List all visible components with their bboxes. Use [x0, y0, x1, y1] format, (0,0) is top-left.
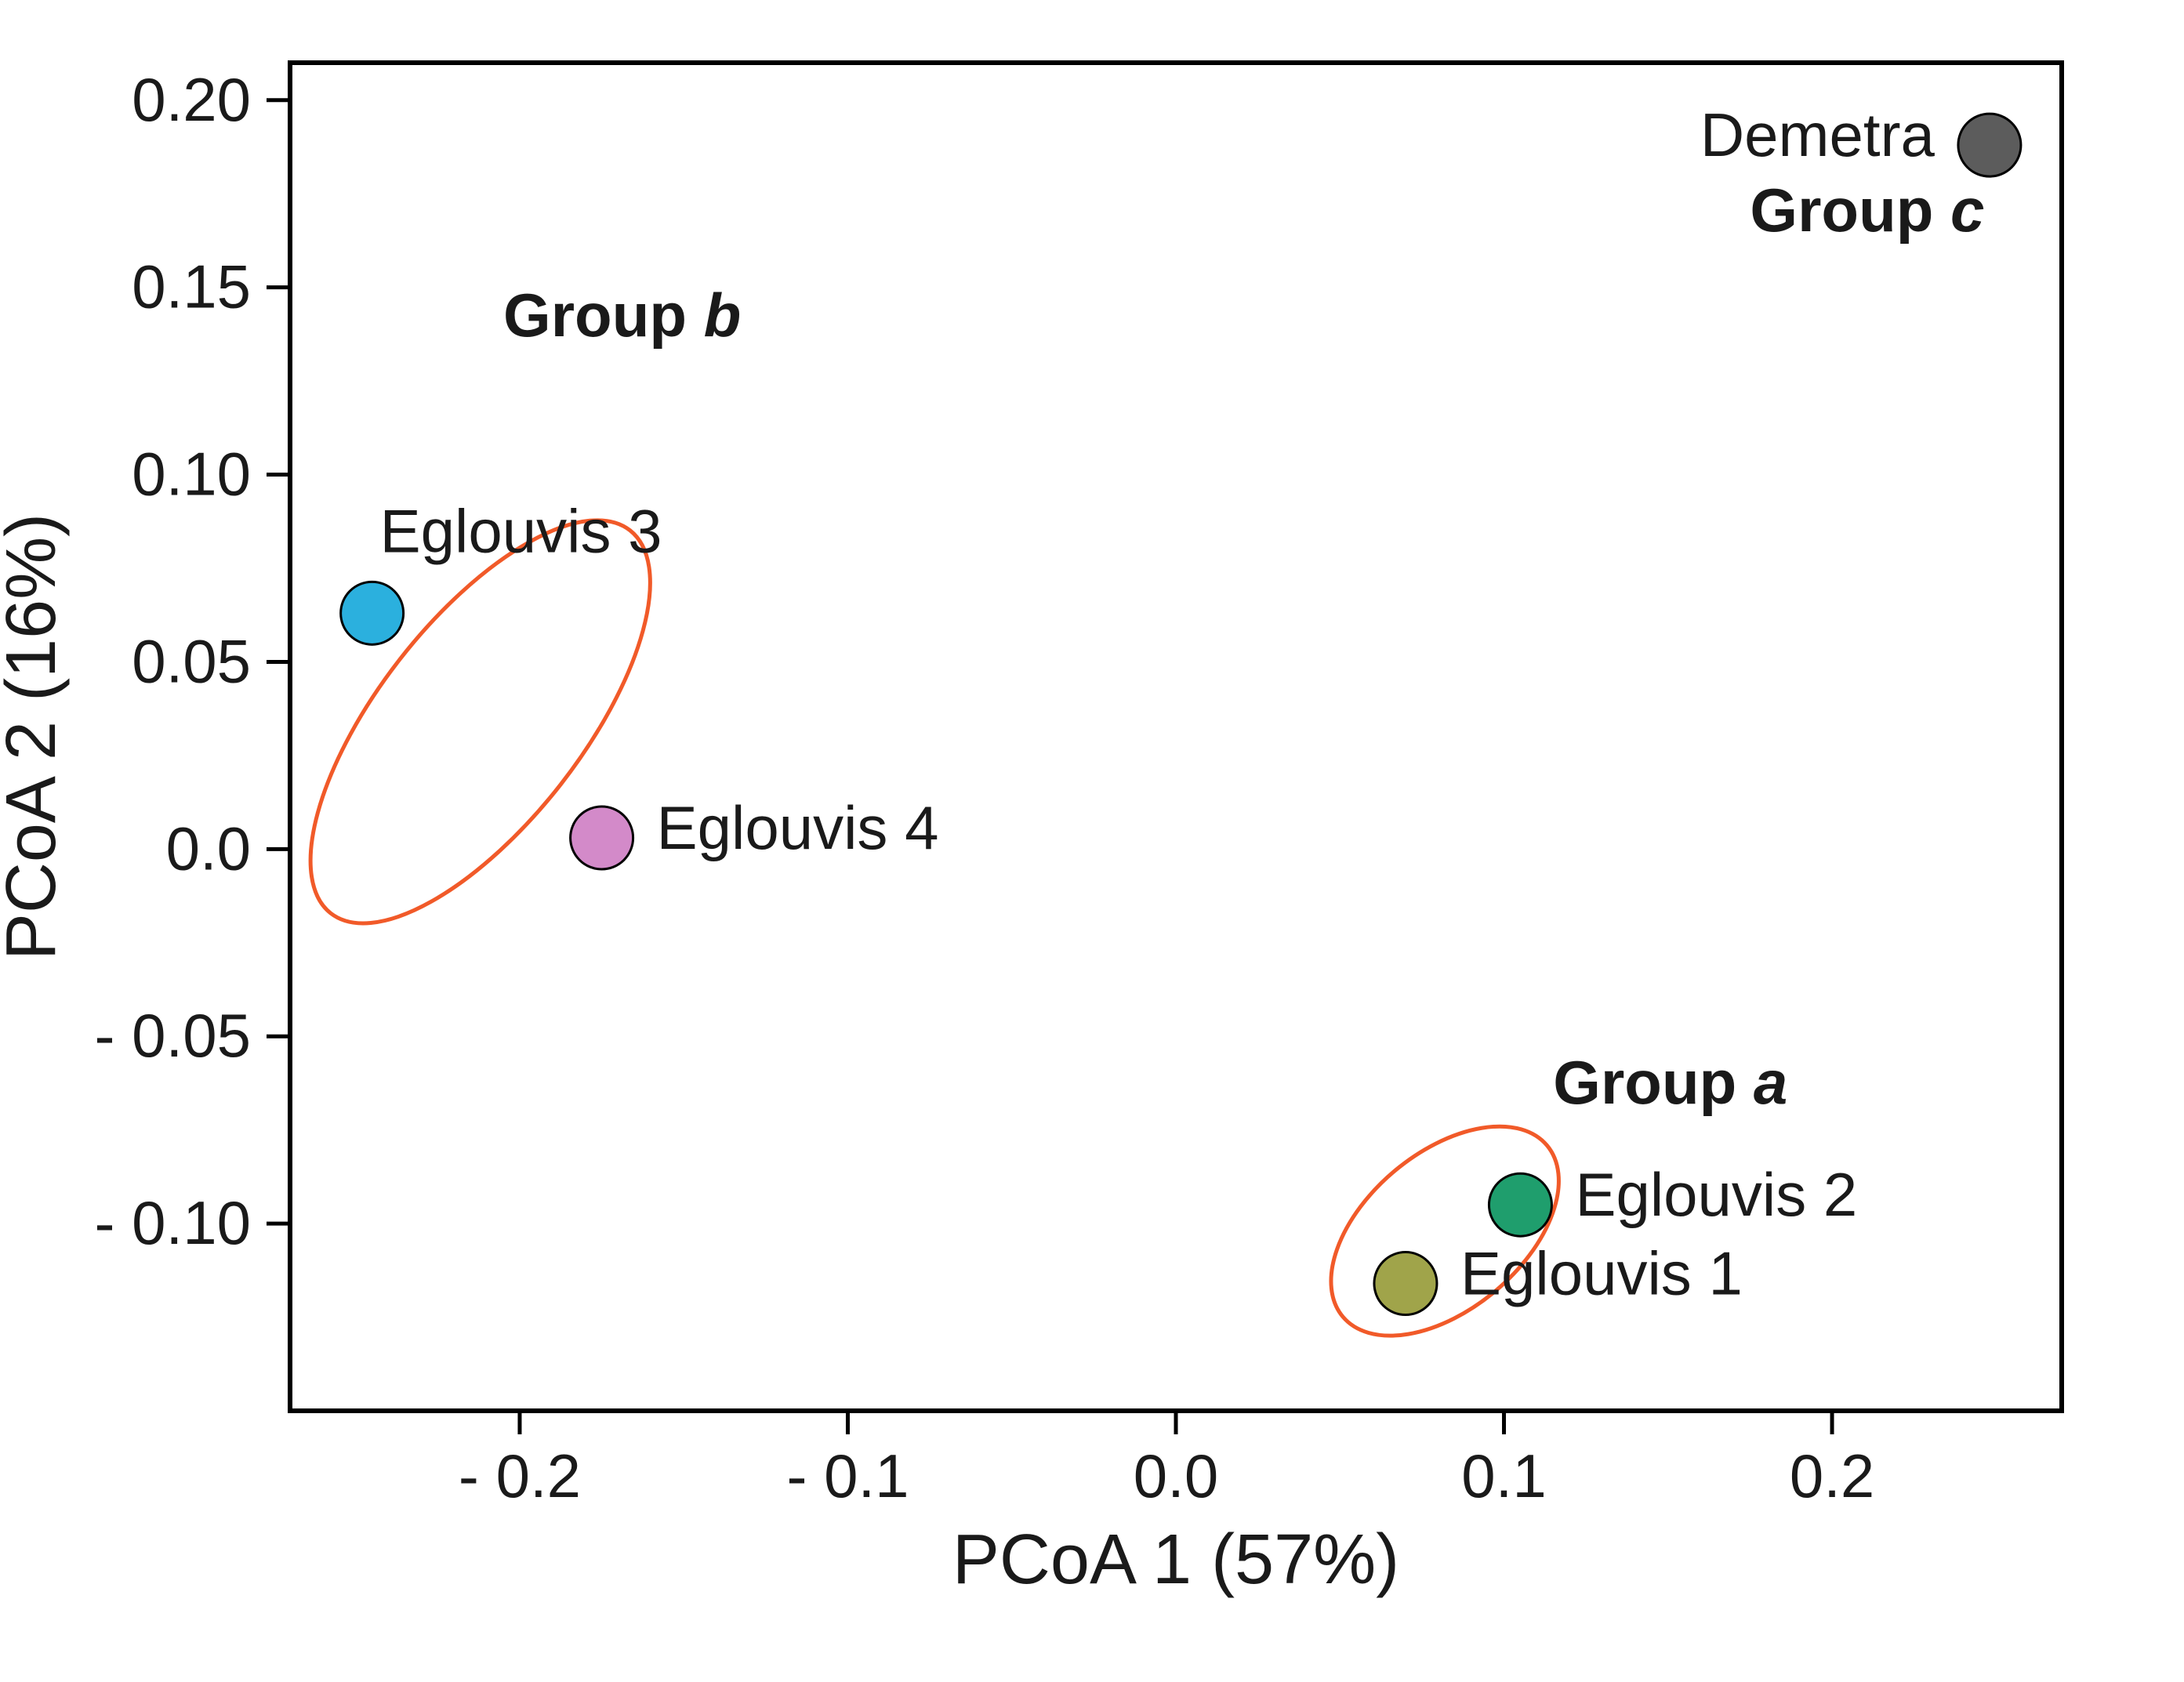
- x-tick-label: 0.2: [1790, 1441, 1874, 1510]
- chart-svg: - 0.2 - 0.1 0.0 0.1 0.2 - 0.10 - 0.05 0.0 0.05 0.…: [0, 0, 2184, 1682]
- group-label-group-b: Group b: [503, 281, 741, 350]
- point-eglouvis2: [1489, 1173, 1551, 1236]
- point-label-eglouvis2: Eglouvis 2: [1575, 1160, 1857, 1229]
- x-tick-label: 0.0: [1134, 1441, 1218, 1510]
- group-label-group-c: Group c: [1750, 176, 1984, 245]
- point-label-demetra: Demetra: [1700, 100, 1935, 169]
- x-tick-label: 0.1: [1461, 1441, 1546, 1510]
- y-tick-label: 0.15: [132, 252, 251, 321]
- point-eglouvis1: [1374, 1252, 1437, 1315]
- y-tick-label: 0.10: [132, 440, 251, 509]
- x-axis-title: PCoA 1 (57%): [952, 1521, 1399, 1599]
- x-tick-label: - 0.1: [786, 1441, 909, 1510]
- group-label-group-a: Group a: [1553, 1048, 1787, 1117]
- pcoa-scatter-chart: - 0.2 - 0.1 0.0 0.1 0.2 - 0.10 - 0.05 0.0 0.05 0.…: [0, 0, 2184, 1682]
- y-tick-label: 0.0: [166, 814, 251, 883]
- y-tick-label: - 0.05: [95, 1001, 251, 1070]
- point-eglouvis4: [571, 807, 633, 869]
- x-tick-label: - 0.2: [459, 1441, 581, 1510]
- point-label-eglouvis4: Eglouvis 4: [657, 793, 939, 862]
- y-tick-label: - 0.10: [95, 1188, 251, 1257]
- group-ellipse-group-a: [1293, 1086, 1598, 1377]
- y-axis-title: PCoA 2 (16%): [0, 513, 71, 960]
- point-demetra: [1958, 114, 2021, 176]
- point-label-eglouvis1: Eglouvis 1: [1460, 1239, 1743, 1308]
- y-tick-label: 0.05: [132, 626, 251, 695]
- y-tick-label: 0.20: [132, 65, 251, 134]
- point-label-eglouvis3: Eglouvis 3: [380, 496, 662, 565]
- point-eglouvis3: [341, 582, 404, 644]
